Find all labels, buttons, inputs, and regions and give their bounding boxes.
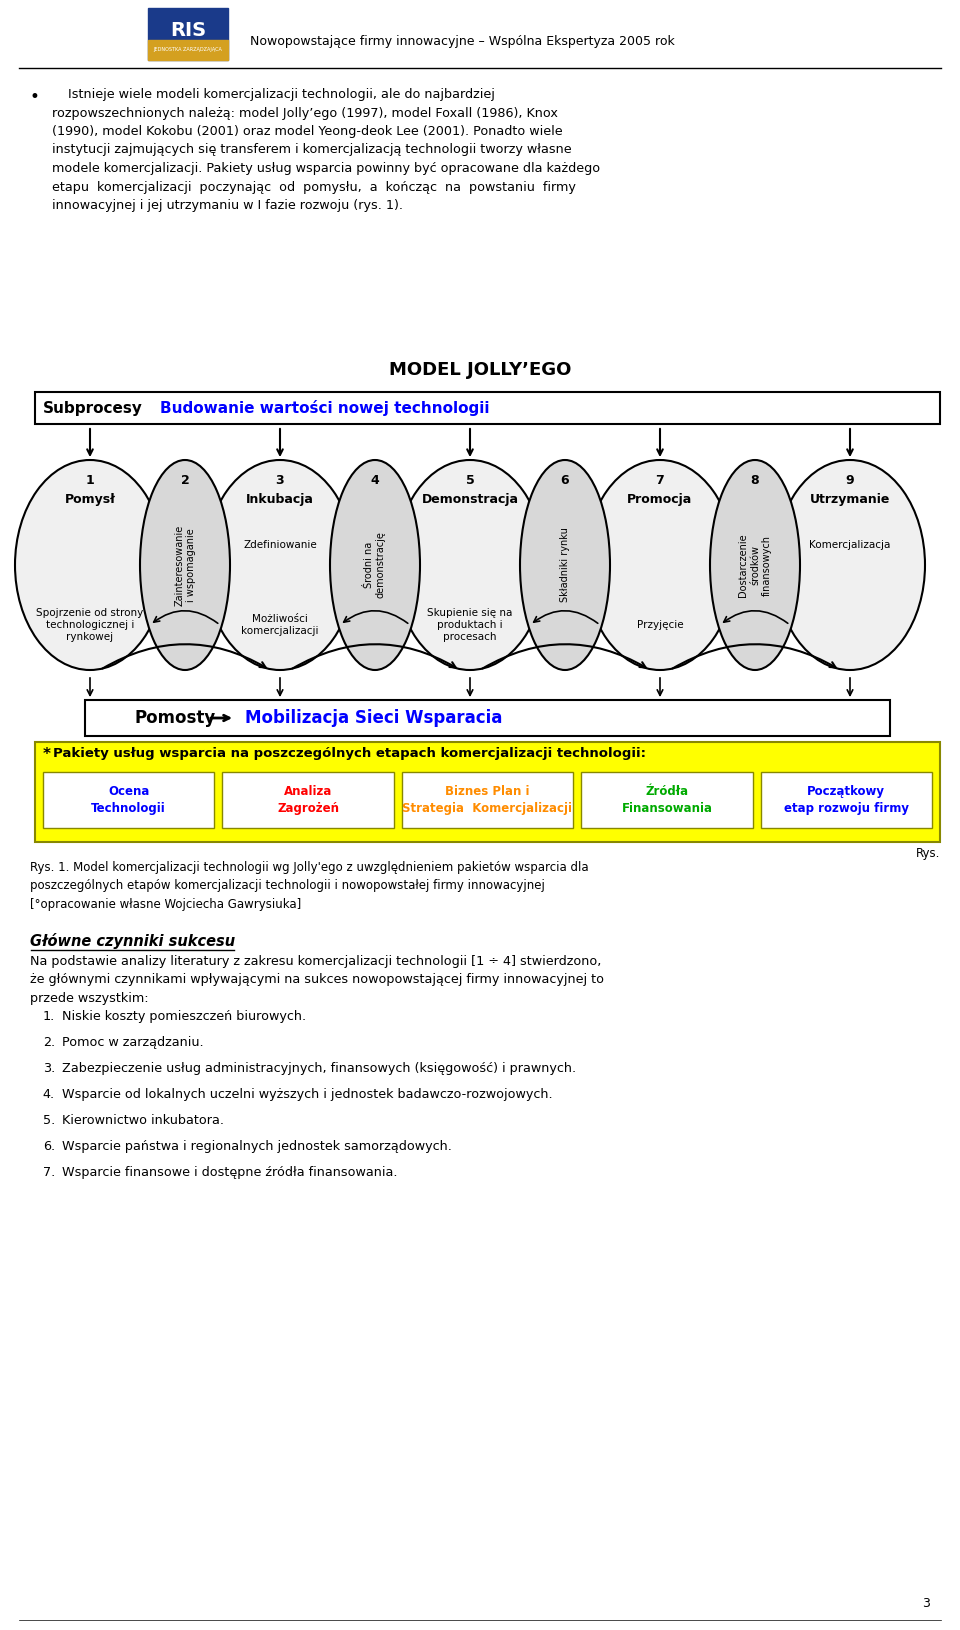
Text: 3.: 3. bbox=[43, 1063, 55, 1076]
Text: Początkowy
etap rozwoju firmy: Początkowy etap rozwoju firmy bbox=[783, 786, 909, 815]
FancyBboxPatch shape bbox=[43, 773, 214, 828]
Text: Kierownictwo inkubatora.: Kierownictwo inkubatora. bbox=[62, 1113, 224, 1126]
FancyBboxPatch shape bbox=[148, 41, 228, 60]
FancyBboxPatch shape bbox=[148, 8, 228, 60]
Text: 5.: 5. bbox=[43, 1113, 55, 1126]
Text: Nowopowstające firmy innowacyjne – Wspólna Ekspertyza 2005 rok: Nowopowstające firmy innowacyjne – Wspól… bbox=[250, 36, 675, 49]
FancyBboxPatch shape bbox=[35, 391, 940, 424]
Text: 3: 3 bbox=[276, 473, 284, 486]
Text: Demonstracja: Demonstracja bbox=[421, 494, 518, 507]
Text: 2: 2 bbox=[180, 473, 189, 486]
FancyBboxPatch shape bbox=[223, 773, 394, 828]
FancyBboxPatch shape bbox=[35, 742, 940, 843]
Text: Możliwości
komercjalizacji: Możliwości komercjalizacji bbox=[241, 615, 319, 636]
Text: Zainteresowanie
i wspomaganie: Zainteresowanie i wspomaganie bbox=[174, 525, 196, 606]
Text: Spojrzenie od strony
technologicznej i
rynkowej: Spojrzenie od strony technologicznej i r… bbox=[36, 608, 144, 642]
Text: Budowanie wartości nowej technologii: Budowanie wartości nowej technologii bbox=[160, 399, 490, 416]
Ellipse shape bbox=[585, 460, 735, 670]
Ellipse shape bbox=[395, 460, 545, 670]
Text: 1.: 1. bbox=[43, 1011, 55, 1024]
FancyBboxPatch shape bbox=[85, 699, 890, 737]
Text: Składniki rynku: Składniki rynku bbox=[560, 528, 570, 603]
Text: Pakiety usług wsparcia na poszczególnych etapach komercjalizacji technologii:: Pakiety usług wsparcia na poszczególnych… bbox=[53, 748, 646, 761]
Text: Istnieje wiele modeli komercjalizacji technologii, ale do najbardziej
rozpowszec: Istnieje wiele modeli komercjalizacji te… bbox=[52, 88, 600, 212]
Text: Komercjalizacja: Komercjalizacja bbox=[809, 540, 891, 549]
Text: 6: 6 bbox=[561, 473, 569, 486]
Text: JEDNOSTKA ZARZĄDZAJĄCA: JEDNOSTKA ZARZĄDZAJĄCA bbox=[154, 47, 223, 52]
Text: MODEL JOLLY’EGO: MODEL JOLLY’EGO bbox=[389, 360, 571, 380]
Text: 7.: 7. bbox=[43, 1165, 55, 1178]
Text: •: • bbox=[30, 88, 40, 106]
Text: Na podstawie analizy literatury z zakresu komercjalizacji technologii [1 ÷ 4] st: Na podstawie analizy literatury z zakres… bbox=[30, 955, 604, 1006]
Text: Rys. 1. Model komercjalizacji technologii wg Jolly'ego z uwzględnieniem pakietów: Rys. 1. Model komercjalizacji technologi… bbox=[30, 861, 588, 911]
Text: Źródła
Finansowania: Źródła Finansowania bbox=[621, 786, 712, 815]
Text: 4: 4 bbox=[371, 473, 379, 486]
Ellipse shape bbox=[205, 460, 355, 670]
Text: Pomoc w zarządzaniu.: Pomoc w zarządzaniu. bbox=[62, 1037, 204, 1050]
Text: Dostarczenie
środków
finansowych: Dostarczenie środków finansowych bbox=[738, 533, 772, 597]
Text: 8: 8 bbox=[751, 473, 759, 486]
Ellipse shape bbox=[15, 460, 165, 670]
Text: Zabezpieczenie usług administracyjnych, finansowych (księgowość) i prawnych.: Zabezpieczenie usług administracyjnych, … bbox=[62, 1063, 576, 1076]
Text: Biznes Plan i
Strategia  Komercjalizacji: Biznes Plan i Strategia Komercjalizacji bbox=[402, 786, 572, 815]
Text: Skupienie się na
produktach i
procesach: Skupienie się na produktach i procesach bbox=[427, 608, 513, 642]
Ellipse shape bbox=[140, 460, 230, 670]
FancyBboxPatch shape bbox=[760, 773, 932, 828]
Text: Przyjęcie: Przyjęcie bbox=[636, 619, 684, 631]
Text: Pomosty: Pomosty bbox=[135, 709, 216, 727]
Text: Zdefiniowanie: Zdefiniowanie bbox=[243, 540, 317, 549]
Text: Wsparcie od lokalnych uczelni wyższych i jednostek badawczo-rozwojowych.: Wsparcie od lokalnych uczelni wyższych i… bbox=[62, 1087, 553, 1100]
Text: RIS: RIS bbox=[170, 21, 206, 39]
Text: Utrzymanie: Utrzymanie bbox=[810, 494, 890, 507]
FancyBboxPatch shape bbox=[581, 773, 753, 828]
Text: 9: 9 bbox=[846, 473, 854, 486]
Text: Subprocesy: Subprocesy bbox=[43, 401, 143, 416]
Text: *: * bbox=[43, 747, 51, 761]
Text: Główne czynniki sukcesu: Główne czynniki sukcesu bbox=[30, 932, 235, 949]
Ellipse shape bbox=[520, 460, 610, 670]
Text: Pomysł: Pomysł bbox=[64, 494, 115, 507]
Text: Wsparcie państwa i regionalnych jednostek samorządowych.: Wsparcie państwa i regionalnych jednoste… bbox=[62, 1139, 452, 1152]
Text: 6.: 6. bbox=[43, 1139, 55, 1152]
Text: 3: 3 bbox=[923, 1597, 930, 1610]
Text: 4.: 4. bbox=[43, 1087, 55, 1100]
Text: Inkubacja: Inkubacja bbox=[246, 494, 314, 507]
Text: 5: 5 bbox=[466, 473, 474, 486]
FancyBboxPatch shape bbox=[402, 773, 573, 828]
Ellipse shape bbox=[710, 460, 800, 670]
Text: Rys.: Rys. bbox=[916, 848, 940, 861]
Ellipse shape bbox=[330, 460, 420, 670]
Text: Mobilizacja Sieci Wsparacia: Mobilizacja Sieci Wsparacia bbox=[245, 709, 502, 727]
Text: 1: 1 bbox=[85, 473, 94, 486]
Text: 2.: 2. bbox=[43, 1037, 55, 1050]
Text: Wsparcie finansowe i dostępne źródła finansowania.: Wsparcie finansowe i dostępne źródła fin… bbox=[62, 1165, 397, 1178]
Text: Promocja: Promocja bbox=[628, 494, 692, 507]
Text: 7: 7 bbox=[656, 473, 664, 486]
Text: Środni na
demonstrację: Środni na demonstrację bbox=[364, 531, 386, 598]
Ellipse shape bbox=[775, 460, 925, 670]
Text: Niskie koszty pomieszczeń biurowych.: Niskie koszty pomieszczeń biurowych. bbox=[62, 1011, 306, 1024]
Text: Analiza
Zagrożeń: Analiza Zagrożeń bbox=[277, 786, 339, 815]
Text: Ocena
Technologii: Ocena Technologii bbox=[91, 786, 166, 815]
